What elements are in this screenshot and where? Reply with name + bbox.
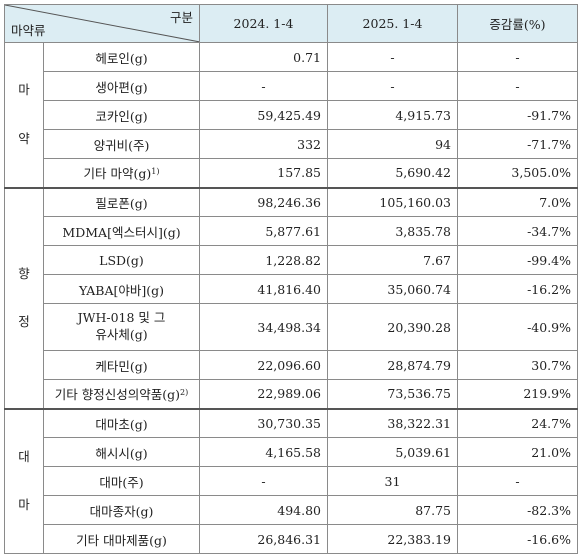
drug-name: 해시시(g) xyxy=(43,437,200,467)
footnote-marker: 1) xyxy=(151,167,160,177)
table-row: 코카인(g) 59,425.49 4,915.73 -91.7% xyxy=(5,100,578,130)
change-rate: 21.0% xyxy=(457,437,578,467)
value-2025: 73,536.75 xyxy=(327,379,458,409)
drug-name: JWH-018 및 그 유사체(g) xyxy=(43,303,200,351)
value-2025: 4,915.73 xyxy=(327,100,458,130)
value-2024: 26,846.31 xyxy=(199,524,328,554)
drug-name: 필로폰(g) xyxy=(43,186,200,217)
value-2025: - xyxy=(327,42,458,72)
table-row: 케타민(g) 22,096.60 28,874.79 30.7% xyxy=(5,350,578,380)
value-2025: - xyxy=(327,71,458,101)
drug-name: 기타 대마제품(g) xyxy=(43,524,200,554)
value-2024: 5,877.61 xyxy=(199,216,328,246)
change-rate: -16.2% xyxy=(457,274,578,304)
value-2025: 38,322.31 xyxy=(327,407,458,438)
table-row: 기타 대마제품(g) 26,846.31 22,383.19 -16.6% xyxy=(5,524,578,554)
change-rate: -99.4% xyxy=(457,245,578,275)
table-row: 생아편(g) - - - xyxy=(5,71,578,101)
value-2024: 98,246.36 xyxy=(199,186,328,217)
value-2024: - xyxy=(199,466,328,496)
value-2025: 20,390.28 xyxy=(327,303,458,351)
value-2024: 332 xyxy=(199,129,328,159)
value-2025: 7.67 xyxy=(327,245,458,275)
group-label-narcotics: 마 약 xyxy=(4,42,44,188)
corner-diagonal-line xyxy=(5,5,199,42)
change-rate: -91.7% xyxy=(457,100,578,130)
change-rate: -40.9% xyxy=(457,303,578,351)
change-rate: - xyxy=(457,42,578,72)
value-2024: 4,165.58 xyxy=(199,437,328,467)
value-2025: 35,060.74 xyxy=(327,274,458,304)
change-rate: - xyxy=(457,71,578,101)
value-2025: 5,690.42 xyxy=(327,158,458,188)
value-2024: 41,816.40 xyxy=(199,274,328,304)
drug-name: 생아편(g) xyxy=(43,71,200,101)
change-rate: 7.0% xyxy=(457,186,578,217)
group-label-cannabis: 대 마 xyxy=(4,407,44,554)
change-rate: 30.7% xyxy=(457,350,578,380)
change-rate: -34.7% xyxy=(457,216,578,246)
value-2025: 87.75 xyxy=(327,495,458,525)
drug-name: MDMA[엑스터시](g) xyxy=(43,216,200,246)
header-drug-type-label: 마약류 xyxy=(11,23,46,38)
change-rate: 24.7% xyxy=(457,407,578,438)
drug-name: 양귀비(주) xyxy=(43,129,200,159)
header-2025: 2025. 1-4 xyxy=(327,4,458,43)
drug-name: YABA[야바](g) xyxy=(43,274,200,304)
change-rate: -82.3% xyxy=(457,495,578,525)
header-row: 구분 마약류 2024. 1-4 2025. 1-4 증감률(%) xyxy=(4,4,578,43)
table-row: 기타 향정신성의약품(g)2) 22,989.06 73,536.75 219.… xyxy=(5,379,578,409)
drug-seizure-table: 구분 마약류 2024. 1-4 2025. 1-4 증감률(%) 마 약 헤로… xyxy=(4,4,578,554)
drug-name: 기타 향정신성의약품(g)2) xyxy=(43,379,200,409)
value-2025: 105,160.03 xyxy=(327,186,458,217)
value-2025: 31 xyxy=(327,466,458,496)
value-2024: 34,498.34 xyxy=(199,303,328,351)
change-rate: -71.7% xyxy=(457,129,578,159)
table-row: MDMA[엑스터시](g) 5,877.61 3,835.78 -34.7% xyxy=(5,216,578,246)
value-2024: 0.71 xyxy=(199,42,328,72)
table-row: JWH-018 및 그 유사체(g) 34,498.34 20,390.28 -4… xyxy=(5,303,578,351)
header-change-rate: 증감률(%) xyxy=(457,4,578,43)
value-2024: 22,989.06 xyxy=(199,379,328,409)
table-row: 마 약 헤로인(g) 0.71 - - xyxy=(4,42,578,188)
drug-name: 기타 마약(g)1) xyxy=(43,158,200,188)
drug-name: 케타민(g) xyxy=(43,350,200,380)
drug-name: 헤로인(g) xyxy=(43,42,200,72)
value-2024: 59,425.49 xyxy=(199,100,328,130)
table-row: 기타 마약(g)1) 157.85 5,690.42 3,505.0% xyxy=(5,158,578,188)
drug-name: 대마종자(g) xyxy=(43,495,200,525)
table-row: 대마종자(g) 494.80 87.75 -82.3% xyxy=(5,495,578,525)
value-2024: 494.80 xyxy=(199,495,328,525)
header-category-label: 구분 xyxy=(169,10,193,25)
group-label-psychotropics: 향 정 xyxy=(4,186,44,409)
value-2025: 3,835.78 xyxy=(327,216,458,246)
table-row: 대 마 대마초(g) 30,730.35 38,322.31 24.7% xyxy=(4,407,578,554)
footnote-marker: 2) xyxy=(180,388,189,398)
drug-name: 코카인(g) xyxy=(43,100,200,130)
table-row: 해시시(g) 4,165.58 5,039.61 21.0% xyxy=(5,437,578,467)
table-row: 양귀비(주) 332 94 -71.7% xyxy=(5,129,578,159)
header-2024: 2024. 1-4 xyxy=(199,4,328,43)
value-2025: 94 xyxy=(327,129,458,159)
table-row: 대마(주) - 31 - xyxy=(5,466,578,496)
table-row: LSD(g) 1,228.82 7.67 -99.4% xyxy=(5,245,578,275)
value-2025: 28,874.79 xyxy=(327,350,458,380)
drug-name: 대마초(g) xyxy=(43,407,200,438)
value-2024: - xyxy=(199,71,328,101)
table-row: YABA[야바](g) 41,816.40 35,060.74 -16.2% xyxy=(5,274,578,304)
drug-name: LSD(g) xyxy=(43,245,200,275)
header-corner-cell: 구분 마약류 xyxy=(4,4,200,43)
drug-name: 대마(주) xyxy=(43,466,200,496)
change-rate: -16.6% xyxy=(457,524,578,554)
change-rate: - xyxy=(457,466,578,496)
change-rate: 219.9% xyxy=(457,379,578,409)
value-2024: 22,096.60 xyxy=(199,350,328,380)
value-2024: 157.85 xyxy=(199,158,328,188)
change-rate: 3,505.0% xyxy=(457,158,578,188)
value-2025: 22,383.19 xyxy=(327,524,458,554)
table-row: 향 정 필로폰(g) 98,246.36 105,160.03 7.0% xyxy=(4,186,578,409)
value-2025: 5,039.61 xyxy=(327,437,458,467)
value-2024: 1,228.82 xyxy=(199,245,328,275)
value-2024: 30,730.35 xyxy=(199,407,328,438)
